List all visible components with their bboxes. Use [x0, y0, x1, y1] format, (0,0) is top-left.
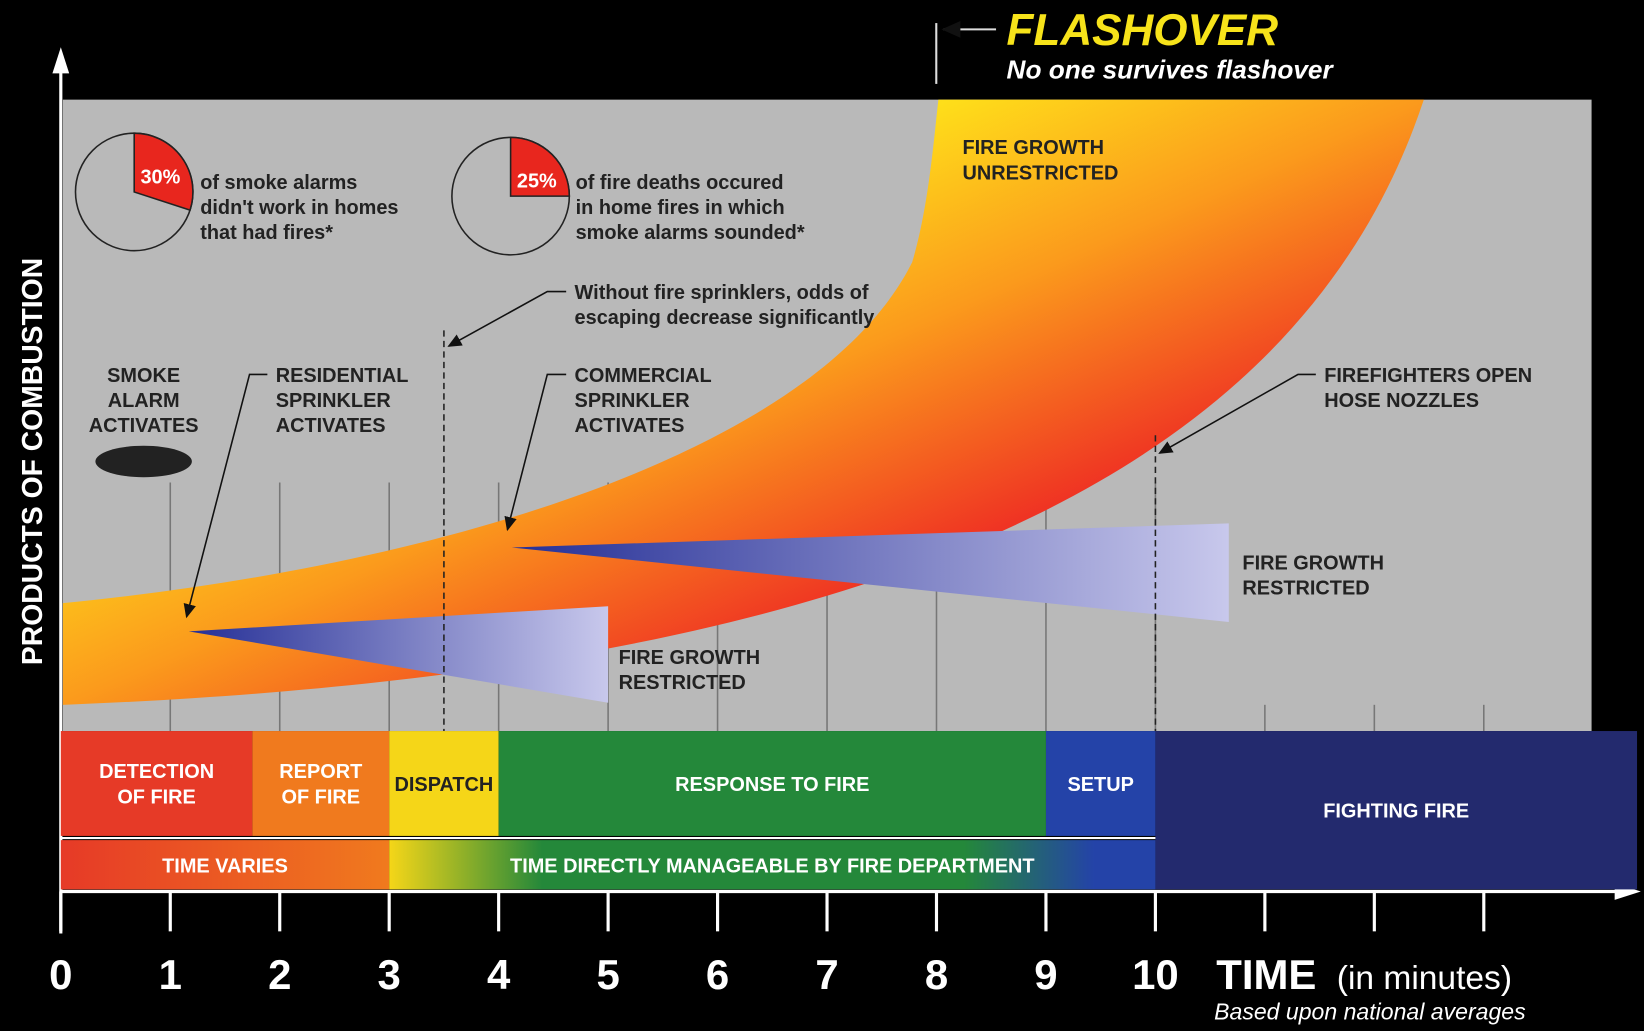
x-axis-unit: (in minutes): [1337, 960, 1512, 997]
phase-label: OF FIRE: [117, 786, 196, 808]
pie-caption: that had fires*: [200, 222, 333, 244]
annotation: ACTIVATES: [575, 415, 685, 437]
infographic: FLASHOVER No one survives flashover PROD…: [0, 0, 1644, 1031]
annotation: Without fire sprinklers, odds of: [575, 282, 869, 304]
pie-value-label: 30%: [140, 167, 180, 189]
annotation: SPRINKLER: [575, 390, 690, 412]
annotation: FIRE GROWTH: [619, 647, 761, 669]
pie-caption: didn't work in homes: [200, 197, 398, 219]
subtitle: No one survives flashover: [1007, 55, 1335, 85]
phase-label: REPORT: [279, 761, 362, 783]
pie-caption: in home fires in which: [576, 197, 785, 219]
x-tick-label: 7: [815, 951, 838, 998]
annotation: FIREFIGHTERS OPEN: [1324, 365, 1532, 387]
x-tick-label: 5: [596, 951, 619, 998]
phase-label: SETUP: [1068, 774, 1134, 796]
phase-bar: [252, 731, 389, 836]
pie-caption: of smoke alarms: [200, 172, 357, 194]
annotation: COMMERCIAL: [575, 365, 712, 387]
annotation: RESIDENTIAL: [276, 365, 409, 387]
x-tick-label: 1: [159, 951, 182, 998]
x-axis-label: TIME: [1216, 951, 1316, 998]
annotation: ACTIVATES: [89, 415, 199, 437]
x-tick-label: 3: [378, 951, 401, 998]
phase-label: DISPATCH: [395, 774, 494, 796]
x-tick-label: 8: [925, 951, 948, 998]
phase-label: FIGHTING FIRE: [1323, 801, 1469, 823]
annotation: SPRINKLER: [276, 390, 391, 412]
x-tick-label: 10: [1132, 951, 1179, 998]
annotation: FIRE GROWTH: [1242, 553, 1384, 575]
pie-caption: smoke alarms sounded*: [576, 222, 805, 244]
pie-value-label: 25%: [517, 171, 557, 193]
time-span-label: TIME VARIES: [162, 856, 288, 878]
smoke-alarm-icon: [95, 446, 191, 477]
annotation: FIRE GROWTH: [962, 137, 1104, 159]
time-span-label: TIME DIRECTLY MANAGEABLE BY FIRE DEPARTM…: [510, 856, 1035, 878]
annotation: ACTIVATES: [276, 415, 386, 437]
annotation: RESTRICTED: [1242, 578, 1369, 600]
phase-label: RESPONSE TO FIRE: [675, 774, 869, 796]
x-tick-label: 4: [487, 951, 511, 998]
title: FLASHOVER: [1007, 6, 1279, 55]
x-tick-label: 6: [706, 951, 729, 998]
x-tick-label: 2: [268, 951, 291, 998]
y-axis-label: PRODUCTS OF COMBUSTION: [16, 258, 48, 665]
annotation: escaping decrease significantly: [575, 307, 875, 329]
annotation: SMOKE: [107, 365, 180, 387]
annotation: RESTRICTED: [619, 672, 746, 694]
pie-caption: of fire deaths occured: [576, 172, 784, 194]
annotation: HOSE NOZZLES: [1324, 390, 1479, 412]
phase-bar: [61, 731, 253, 836]
x-tick-label: 9: [1034, 951, 1057, 998]
x-axis-note: Based upon national averages: [1214, 998, 1526, 1024]
phase-label: OF FIRE: [282, 786, 361, 808]
x-tick-label: 0: [49, 951, 72, 998]
annotation: UNRESTRICTED: [962, 162, 1118, 184]
phase-label: DETECTION: [99, 761, 214, 783]
annotation: ALARM: [108, 390, 180, 412]
